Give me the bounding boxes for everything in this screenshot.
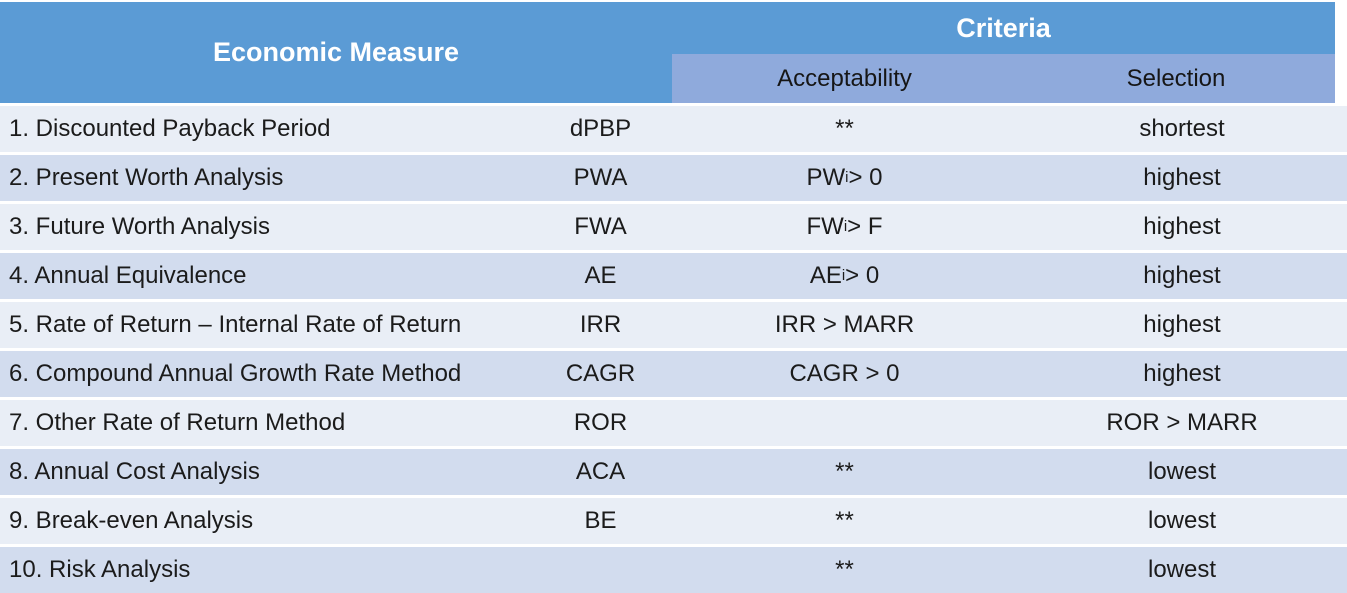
acceptability-cell: ** [672,498,1017,544]
measure-cell: 4. Annual Equivalence [9,262,247,289]
table-row-5: 5. Rate of Return – Internal Rate of Ret… [0,302,1347,348]
acceptability-text-rest: > 0 [848,164,883,191]
abbreviation-cell [529,547,672,593]
selection-cell: lowest [1147,507,1217,534]
acceptability-text: PW [806,164,846,191]
measure-cell: 6. Compound Annual Growth Rate Method [9,360,462,387]
acceptability-text: ** [835,115,854,142]
abbreviation-cell: FWA [574,213,627,240]
table-row-4: 4. Annual Equivalence AE AE i > 0 highest [0,253,1347,299]
measure-cell: 8. Annual Cost Analysis [9,458,260,485]
selection-cell: lowest [1147,556,1217,583]
acceptability-text-rest: > 0 [845,262,880,289]
measure-cell: 7. Other Rate of Return Method [9,409,346,436]
selection-cell: highest [1143,213,1221,240]
measure-cell: 3. Future Worth Analysis [9,213,270,240]
acceptability-text: ** [835,458,854,485]
measure-cell: 9. Break-even Analysis [9,507,254,534]
economic-measure-header: Economic Measure [0,2,672,103]
selection-cell: shortest [1139,115,1225,142]
measure-cell: 5. Rate of Return – Internal Rate of Ret… [9,311,462,338]
acceptability-text: IRR > MARR [774,311,915,338]
selection-cell: highest [1143,164,1221,191]
acceptability-text: CAGR > 0 [789,360,900,387]
acceptability-cell: IRR > MARR [672,302,1017,348]
acceptability-cell: AE i > 0 [809,262,880,289]
selection-cell: highest [1143,311,1221,338]
selection-column-header: Selection [1126,64,1226,92]
abbreviation-cell: IRR [579,311,622,338]
selection-cell: ROR > MARR [1106,409,1258,436]
abbreviation-cell: ROR [573,409,628,436]
table-body: 1. Discounted Payback Period dPBP ** sho… [0,106,1347,593]
acceptability-cell: ** [672,547,1017,593]
acceptability-text: FW [806,213,844,240]
abbreviation-cell: PWA [573,164,628,191]
abbreviation-cell: ACA [575,458,626,485]
selection-cell: highest [1143,360,1221,387]
acceptability-text-rest: > F [847,213,883,240]
criteria-subheader: Acceptability Selection [672,54,1335,103]
measure-cell: 10. Risk Analysis [9,556,191,583]
table-row-9: 9. Break-even Analysis BE ** lowest [0,498,1347,544]
acceptability-text: AE [809,262,842,289]
acceptability-cell: ** [672,449,1017,495]
acceptability-cell: PW i > 0 [806,164,883,191]
table-row-7: 7. Other Rate of Return Method ROR ROR >… [0,400,1347,446]
table-row-6: 6. Compound Annual Growth Rate Method CA… [0,351,1347,397]
criteria-header-block: Criteria Acceptability Selection [672,2,1335,103]
abbreviation-cell: AE [584,262,617,289]
abbreviation-cell: BE [584,507,617,534]
acceptability-column-header: Acceptability [777,64,912,92]
acceptability-cell [672,400,1017,446]
table-row-8: 8. Annual Cost Analysis ACA ** lowest [0,449,1347,495]
acceptability-cell: CAGR > 0 [672,351,1017,397]
acceptability-text: ** [835,507,854,534]
criteria-header: Criteria [672,2,1335,54]
table-row-10: 10. Risk Analysis ** lowest [0,547,1347,593]
selection-cell: highest [1143,262,1221,289]
selection-cell: lowest [1147,458,1217,485]
table-row-1: 1. Discounted Payback Period dPBP ** sho… [0,106,1347,152]
table-header: Economic Measure Criteria Acceptability … [0,2,1335,103]
abbreviation-cell: CAGR [565,360,636,387]
acceptability-cell: ** [672,106,1017,152]
abbreviation-cell: dPBP [569,115,632,142]
acceptability-text: ** [835,556,854,583]
table-row-2: 2. Present Worth Analysis PWA PW i > 0 hi… [0,155,1347,201]
acceptability-cell: FW i > F [806,213,883,240]
table-row-3: 3. Future Worth Analysis FWA FW i > F hig… [0,204,1347,250]
measure-cell: 2. Present Worth Analysis [9,164,284,191]
measure-cell: 1. Discounted Payback Period [9,115,331,142]
